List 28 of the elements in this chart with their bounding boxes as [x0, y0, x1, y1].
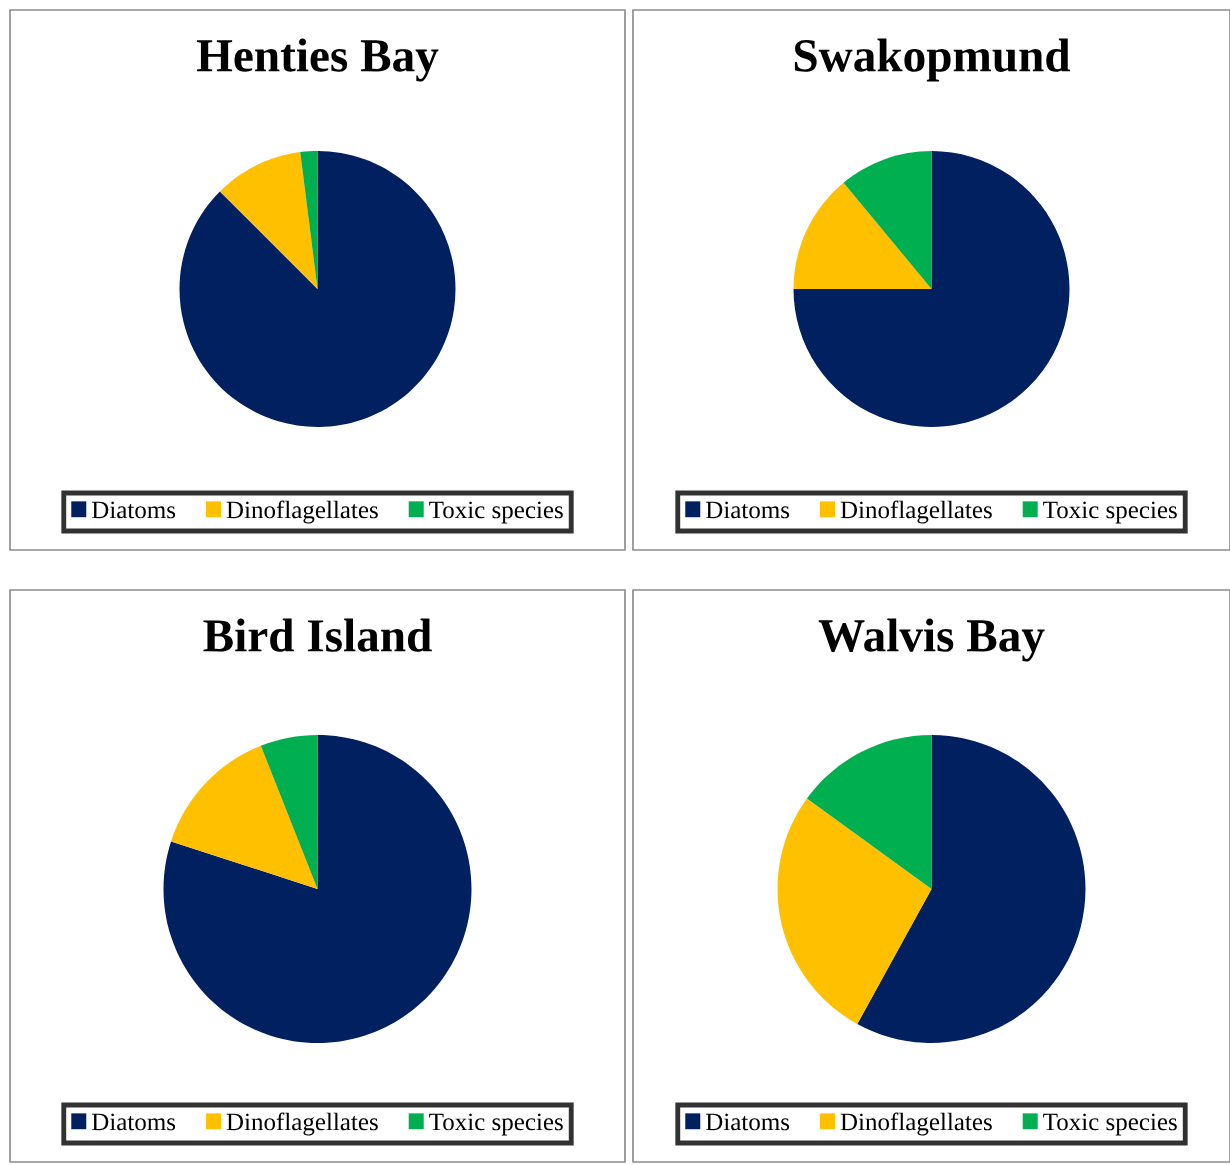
pie-slice	[260, 735, 318, 889]
legend-label: Dinoflagellates	[840, 500, 992, 524]
pie-slice	[300, 151, 318, 289]
pie-slice	[793, 151, 1070, 427]
legend-label: Toxic species	[429, 1113, 563, 1136]
chart-title: Bird Island	[203, 618, 432, 652]
pie-slice	[806, 735, 932, 889]
pie-slice	[843, 151, 932, 289]
legend-label: Diatoms	[91, 1113, 176, 1131]
legend-label: Diatoms	[705, 1113, 790, 1131]
chart-title: Swakopmund	[794, 38, 1071, 82]
chart-title: Walvis Bay	[818, 618, 1045, 662]
pie-slice	[171, 745, 318, 889]
legend-label: Diatoms	[91, 501, 176, 519]
legend-label: Dinoflagellates	[840, 1112, 992, 1136]
legend-label: Dinoflagellates	[226, 500, 378, 524]
legend-label: Diatoms	[705, 501, 790, 519]
legend-label: Toxic species	[429, 501, 563, 524]
legend-label: Dinoflagellates	[226, 1112, 378, 1136]
pie-slice	[163, 735, 472, 1043]
chart-title: Henties Bay	[196, 38, 439, 82]
legend-label: Toxic species	[1043, 1113, 1177, 1136]
pie-slice	[179, 151, 456, 427]
pie-slice	[857, 735, 1086, 1043]
pie-slice	[777, 798, 932, 1024]
legend-label: Toxic species	[1043, 501, 1177, 524]
pie-slice	[793, 182, 932, 289]
pie-slice	[219, 152, 318, 289]
